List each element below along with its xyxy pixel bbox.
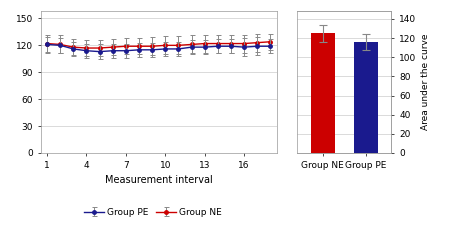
Y-axis label: Area under the curve: Area under the curve: [421, 34, 430, 130]
Bar: [311, 33, 334, 153]
Bar: [354, 42, 378, 153]
Legend: Group PE, Group NE: Group PE, Group NE: [80, 204, 226, 220]
X-axis label: Measurement interval: Measurement interval: [105, 175, 213, 185]
